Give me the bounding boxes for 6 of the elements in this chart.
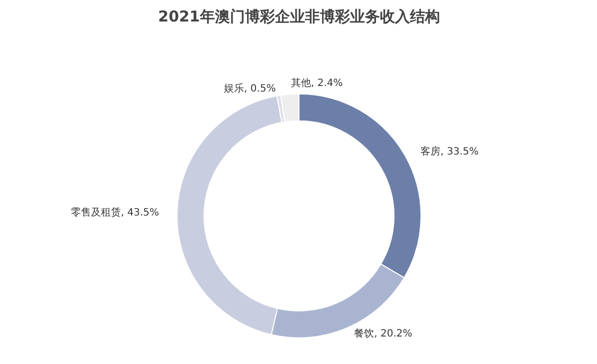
slice-label: 客房, 33.5% bbox=[420, 146, 479, 158]
slice-label: 娱乐, 0.5% bbox=[224, 82, 276, 95]
slice-label: 餐饮, 20.2% bbox=[354, 327, 412, 340]
slice-label: 其他, 2.4% bbox=[291, 77, 343, 90]
chart-title: 2021年澳门博彩企业非博彩业务收入结构 bbox=[158, 8, 440, 26]
slice-label: 零售及租赁, 43.5% bbox=[70, 206, 160, 218]
